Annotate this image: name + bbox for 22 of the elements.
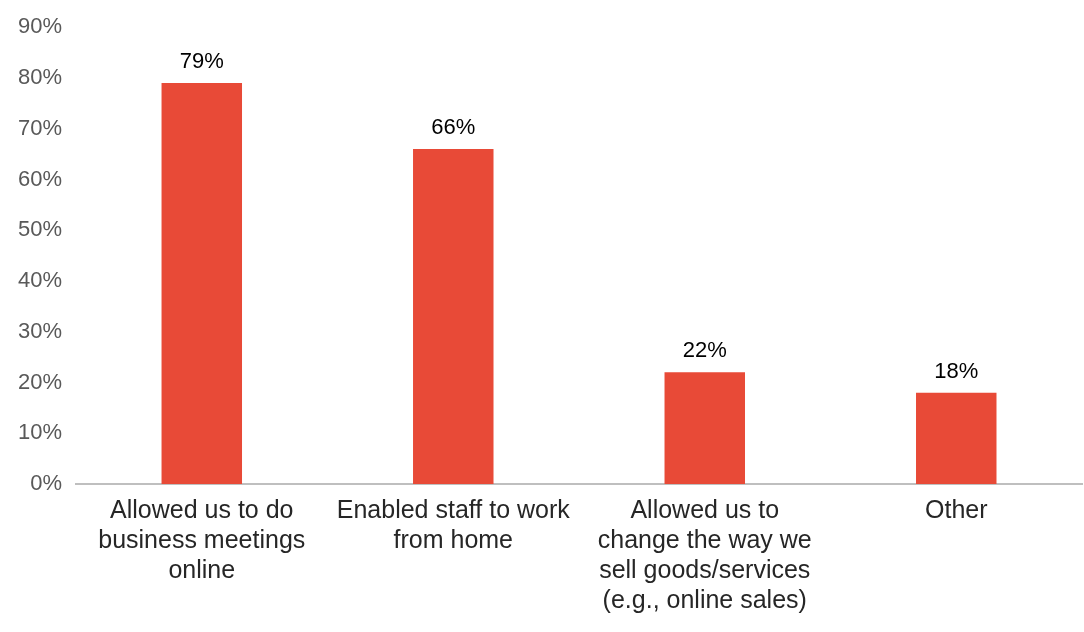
data-label: 79% bbox=[179, 48, 224, 74]
x-tick-label: Other bbox=[924, 494, 988, 523]
x-tick-label: Enabled staff to work from home bbox=[336, 494, 571, 553]
y-tick-label: 30% bbox=[17, 317, 63, 343]
x-tick-label: Allowed us to do business meetings online bbox=[98, 494, 306, 583]
y-tick-label: 80% bbox=[17, 64, 63, 90]
x-tick-label: Allowed us to change the way we sell goods/services (e.g., online sales) bbox=[597, 494, 812, 613]
bar bbox=[664, 372, 745, 484]
y-tick-label: 90% bbox=[17, 13, 63, 39]
bar bbox=[161, 83, 243, 484]
y-tick-label: 50% bbox=[17, 216, 63, 242]
bar bbox=[916, 392, 997, 484]
y-tick-label: 0% bbox=[30, 470, 63, 496]
y-tick-label: 20% bbox=[17, 368, 63, 394]
y-tick-label: 10% bbox=[17, 419, 63, 445]
y-tick-label: 40% bbox=[17, 267, 63, 293]
data-label: 66% bbox=[431, 114, 476, 140]
y-tick-label: 70% bbox=[17, 114, 63, 140]
data-label: 22% bbox=[682, 337, 727, 363]
bar bbox=[413, 149, 494, 484]
y-tick-label: 60% bbox=[17, 165, 63, 191]
data-label: 18% bbox=[934, 357, 979, 383]
